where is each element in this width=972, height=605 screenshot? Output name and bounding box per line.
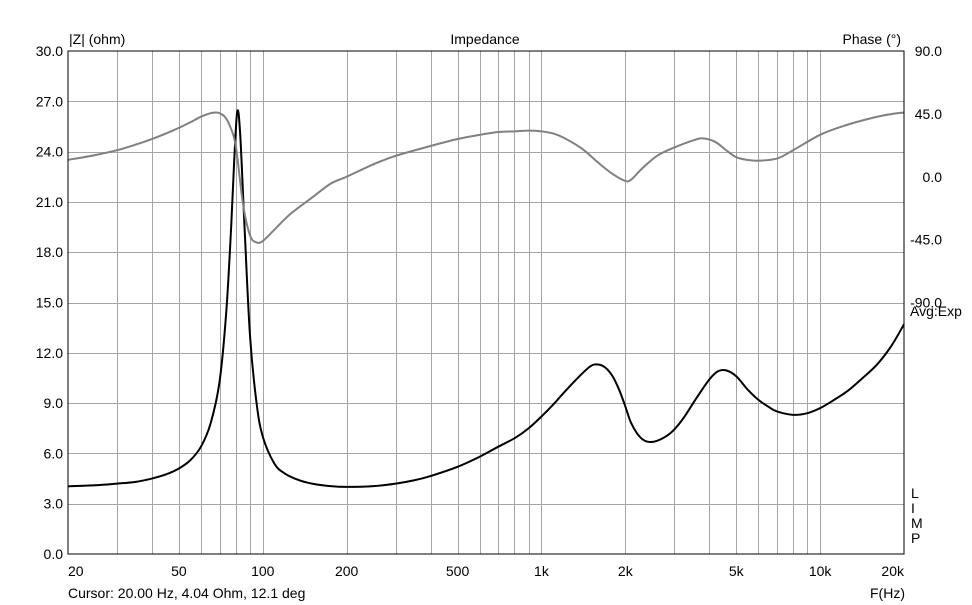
right-tick-label: -45.0 [910, 232, 942, 248]
x-tick-label: 2k [618, 563, 634, 579]
left-tick-label: 21.0 [36, 194, 63, 210]
plot-frame [67, 50, 905, 555]
right-tick-label: 45.0 [915, 106, 942, 122]
avg-annotation: Avg:Exp [910, 303, 962, 319]
cursor-readout: Cursor: 20.00 Hz, 4.04 Ohm, 12.1 deg [68, 585, 305, 601]
right-tick-label: 0.0 [923, 169, 943, 185]
left-tick-label: 15.0 [36, 295, 63, 311]
left-tick-label: 27.0 [36, 93, 63, 109]
left-axis-ticks: 0.0 3.0 6.0 9.0 12.0 15.0 18.0 21.0 24.0 27.0 30.0 [36, 43, 63, 562]
left-tick-label: 6.0 [44, 445, 64, 461]
right-axis-label: Phase (°) [842, 31, 901, 47]
x-tick-label: 50 [171, 563, 187, 579]
phase-curve [67, 111, 905, 244]
x-tick-label: 20 [68, 563, 84, 579]
chart-title: Impedance [450, 31, 519, 47]
left-axis-label: |Z| (ohm) [69, 31, 125, 47]
right-tick-label: 90.0 [915, 43, 942, 59]
x-tick-label: 200 [335, 563, 359, 579]
grid [68, 51, 904, 554]
x-axis-ticks: 20 50 100 200 500 1k 2k 5k 10k 20k [68, 563, 905, 579]
left-tick-label: 24.0 [36, 144, 63, 160]
x-tick-label: 20k [881, 563, 905, 579]
left-tick-label: 3.0 [44, 496, 64, 512]
x-tick-label: 1k [534, 563, 550, 579]
x-axis-label: F(Hz) [870, 585, 905, 601]
left-tick-label: 0.0 [44, 546, 64, 562]
x-tick-label: 10k [809, 563, 833, 579]
right-tick-label: -90.0 [910, 295, 942, 311]
left-tick-label: 30.0 [36, 43, 63, 59]
x-tick-label: 100 [251, 563, 275, 579]
x-tick-label: 500 [446, 563, 470, 579]
impedance-curve [67, 109, 905, 488]
left-tick-label: 12.0 [36, 345, 63, 361]
left-tick-label: 18.0 [36, 244, 63, 260]
series [67, 109, 905, 488]
left-tick-label: 9.0 [44, 395, 64, 411]
right-axis-ticks: 90.0 45.0 0.0 -45.0 -90.0 [910, 43, 942, 311]
x-tick-label: 5k [729, 563, 745, 579]
